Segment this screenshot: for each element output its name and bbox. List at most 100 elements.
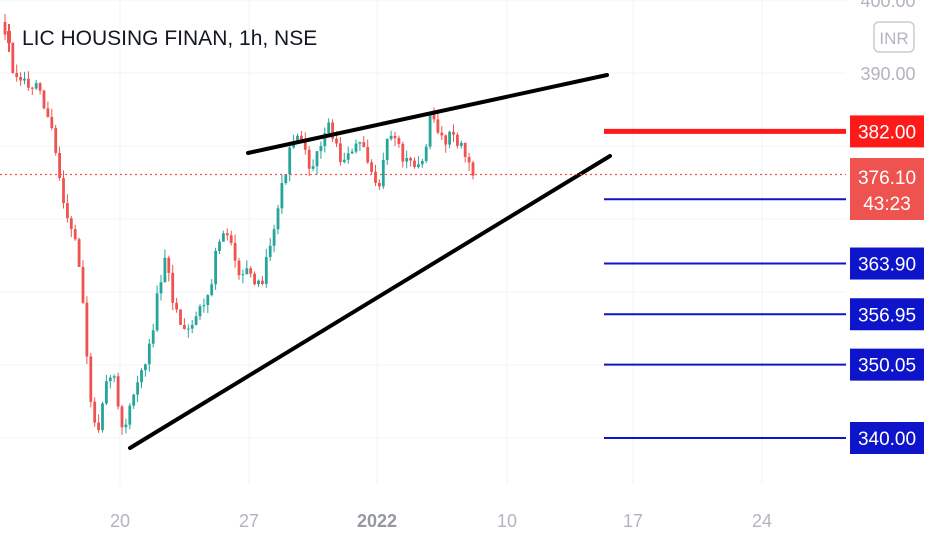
candle-body — [186, 328, 190, 330]
candle-body — [151, 330, 155, 344]
candle-body — [264, 257, 268, 284]
price-tag-label: 363.90 — [858, 255, 916, 276]
candle-body — [159, 282, 163, 294]
candle-body — [206, 295, 210, 306]
price-tick-label: 390.00 — [860, 64, 915, 84]
candle-body — [3, 21, 7, 35]
time-tick-label: 24 — [752, 511, 772, 531]
candle-body — [190, 324, 194, 329]
price-tag-label: 340.00 — [858, 429, 916, 450]
chart-grid — [0, 0, 846, 484]
last-price-value: 376.10 — [858, 168, 916, 189]
candle-body — [144, 364, 147, 371]
candle-body — [38, 83, 42, 91]
last-price-tag-bg — [850, 158, 924, 220]
candle-body — [467, 156, 471, 163]
price-tag-bg — [850, 247, 924, 280]
currency-label: INR — [879, 29, 908, 48]
candle-body — [288, 147, 292, 175]
candle-body — [381, 159, 385, 187]
candle-body — [401, 143, 405, 162]
support-price-tag[interactable]: 356.95 — [850, 298, 924, 331]
candle-body — [140, 370, 143, 383]
candle-body — [272, 229, 276, 246]
candle-body — [257, 280, 260, 285]
horizontal-levels — [604, 128, 846, 439]
currency-badge[interactable]: INR — [873, 21, 915, 53]
candle-body — [233, 242, 237, 261]
legend-candle-body — [7, 31, 11, 43]
candle-body — [393, 135, 397, 139]
candle-body — [34, 83, 38, 89]
price-tag-bg — [850, 298, 924, 331]
candle-body — [120, 406, 124, 428]
candle-body — [155, 293, 159, 331]
candle-body — [307, 149, 311, 169]
resistance-price-tag[interactable]: 382.00 — [850, 115, 924, 148]
candle-body — [409, 158, 412, 161]
candle-body — [370, 162, 373, 172]
price-axis[interactable]: 400.00390.00382.00372.70363.90356.95350.… — [846, 0, 932, 484]
candle-body — [339, 143, 342, 163]
candle-body — [342, 159, 346, 163]
candle-body — [222, 233, 225, 242]
candle-body — [311, 166, 315, 169]
candle-body — [175, 302, 178, 310]
candle-body — [300, 135, 303, 140]
candle-body — [108, 377, 112, 382]
candle-body — [327, 122, 331, 134]
candle-body — [225, 233, 229, 236]
candle-body — [163, 257, 167, 283]
candle-body — [424, 146, 428, 161]
candle-body — [323, 133, 327, 147]
candle-body — [245, 268, 249, 275]
time-tick-label: 20 — [110, 511, 130, 531]
candle-body — [73, 229, 77, 240]
candle-body — [276, 208, 280, 230]
price-tag-bg — [850, 115, 924, 148]
time-tick-label: 10 — [497, 511, 517, 531]
price-tag-bg — [850, 422, 924, 454]
candle-body — [456, 134, 459, 146]
candle-body — [179, 309, 182, 325]
candle-body — [171, 272, 175, 303]
candle-body — [354, 143, 358, 152]
last-price-tag[interactable]: 376.10 43:23 — [850, 158, 924, 220]
candle-body — [214, 251, 217, 285]
support-price-tag[interactable]: 363.90 — [850, 247, 924, 280]
candle-body — [385, 139, 389, 160]
price-tick-label: 400.00 — [860, 0, 915, 11]
candle-body — [417, 164, 420, 167]
time-axis[interactable]: 20 27 2022 10 17 24 — [0, 484, 932, 550]
candle-body — [27, 78, 30, 88]
support-price-tag[interactable]: 350.05 — [850, 348, 924, 381]
symbol-legend[interactable]: LIC HOUSING FINAN, 1h, NSE — [7, 24, 317, 52]
chart-title: LIC HOUSING FINAN, 1h, NSE — [22, 27, 317, 50]
candle-body — [315, 151, 319, 167]
candle-body — [93, 401, 97, 423]
candle-body — [77, 239, 81, 267]
candle-body — [81, 266, 85, 303]
candle-body — [335, 138, 338, 144]
candle-body — [432, 111, 436, 120]
candle-body — [19, 77, 22, 81]
candle-body — [124, 424, 128, 428]
wedge-lower-trendline[interactable] — [128, 154, 612, 450]
candle-body — [253, 273, 256, 285]
candle-body — [463, 142, 467, 157]
candle-body — [249, 268, 253, 274]
candle-body — [105, 381, 108, 404]
candle-body — [85, 302, 89, 357]
candle-body — [268, 245, 272, 258]
wedge-upper-trendline[interactable] — [246, 73, 609, 155]
support-price-tag[interactable]: 340.00 — [850, 422, 924, 454]
candle-body — [58, 152, 61, 179]
candle-body — [420, 160, 424, 165]
candle-body — [50, 116, 54, 129]
candle-body — [452, 131, 455, 135]
candle-body — [66, 203, 69, 219]
candle-body — [194, 316, 198, 325]
candle-body — [116, 376, 120, 407]
price-tag-label: 350.05 — [858, 356, 916, 377]
